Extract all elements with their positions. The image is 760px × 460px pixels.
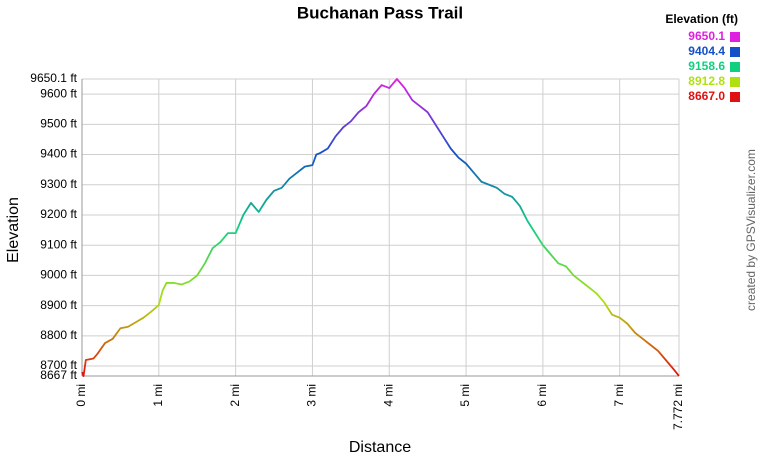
x-tick-label: 7 mi xyxy=(612,384,626,407)
legend-label: 9158.6 xyxy=(688,59,725,73)
legend-swatch xyxy=(730,77,740,87)
y-tick-label: 9650.1 ft xyxy=(30,71,77,85)
y-tick-label: 9200 ft xyxy=(40,207,77,221)
x-tick-label: 6 mi xyxy=(535,384,549,407)
legend-swatch xyxy=(730,62,740,72)
y-tick-label: 9300 ft xyxy=(40,177,77,191)
x-tick-label: 3 mi xyxy=(305,384,319,407)
y-tick-label: 9000 ft xyxy=(40,268,77,282)
legend-swatch xyxy=(730,47,740,57)
y-tick-label: 8667 ft xyxy=(40,368,77,382)
legend-label: 8912.8 xyxy=(688,74,725,88)
x-tick-label: 7.772 mi xyxy=(671,384,685,430)
y-tick-label: 9400 ft xyxy=(40,147,77,161)
y-axis-label: Elevation xyxy=(5,197,22,263)
x-tick-label: 1 mi xyxy=(151,384,165,407)
credit: created by GPSVisualizer.com xyxy=(744,149,758,311)
legend-swatch xyxy=(730,92,740,102)
x-axis-label: Distance xyxy=(349,439,411,456)
y-tick-label: 9500 ft xyxy=(40,117,77,131)
x-tick-label: 2 mi xyxy=(228,384,242,407)
legend-swatch xyxy=(730,32,740,42)
y-tick-label: 8700 ft xyxy=(40,358,77,372)
y-tick-label: 9100 ft xyxy=(40,237,77,251)
x-tick-label: 4 mi xyxy=(381,384,395,407)
legend-title: Elevation (ft) xyxy=(665,12,738,26)
y-tick-label: 9600 ft xyxy=(40,86,77,100)
y-tick-label: 8900 ft xyxy=(40,298,77,312)
legend-label: 9650.1 xyxy=(688,29,725,43)
y-tick-label: 8800 ft xyxy=(40,328,77,342)
chart-title: Buchanan Pass Trail xyxy=(297,3,463,22)
legend-label: 8667.0 xyxy=(688,89,725,103)
x-tick-label: 0 mi xyxy=(74,384,88,407)
x-tick-label: 5 mi xyxy=(458,384,472,407)
legend-label: 9404.4 xyxy=(688,44,725,58)
elevation-line xyxy=(81,78,680,377)
